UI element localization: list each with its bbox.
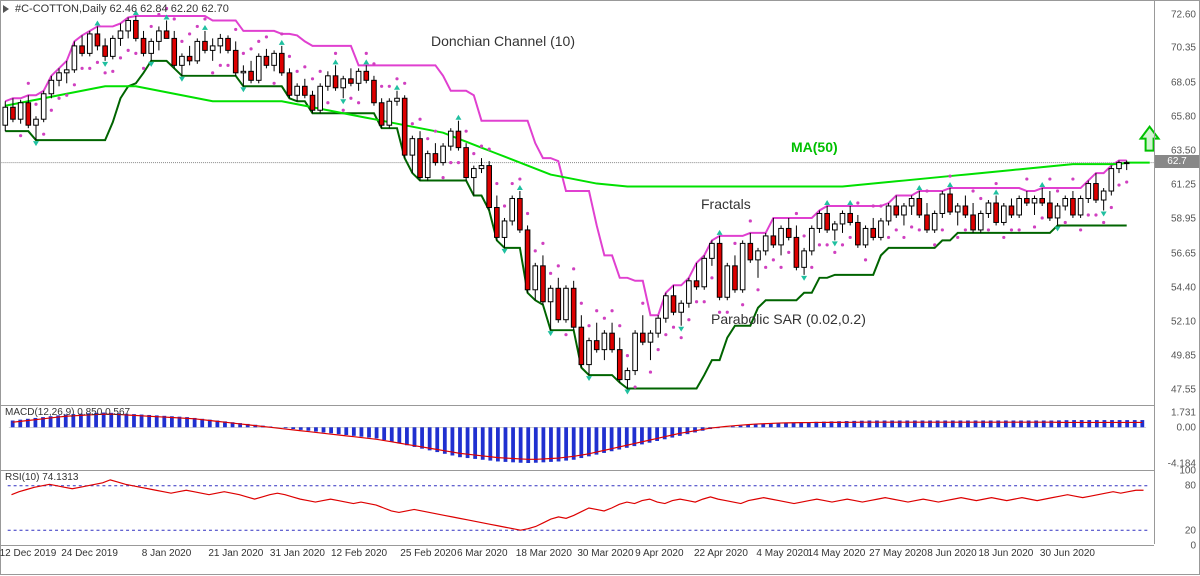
last-price-badge: 62.7 [1155,155,1199,168]
chart-container: #C-COTTON,Daily 62.46 62.84 62.20 62.70 … [0,0,1200,575]
macd-v1: 0.850 [77,407,102,418]
timeframe: Daily [82,3,106,15]
y-axis: 72.6070.3568.0565.8063.5061.2558.9556.65… [1154,1,1199,544]
psar-label: Parabolic SAR (0.02,0.2) [711,311,866,327]
macd-chart-svg [1,406,1154,470]
price-panel[interactable]: #C-COTTON,Daily 62.46 62.84 62.20 62.70 … [1,1,1154,406]
rsi-panel[interactable]: RSI(10) 74.1313 [1,471,1154,546]
ohlc-c: 62.70 [201,3,229,15]
ma50-label: MA(50) [791,139,838,155]
ohlc-o: 62.46 [110,3,138,15]
donchian-label: Donchian Channel (10) [431,33,575,49]
macd-name: MACD(12,26,9) [5,407,74,418]
macd-title: MACD(12,26,9) 0.850 0.567 [5,407,130,418]
macd-panel[interactable]: MACD(12,26,9) 0.850 0.567 [1,406,1154,471]
fractals-label: Fractals [701,196,751,212]
rsi-chart-svg [1,471,1154,545]
rsi-title: RSI(10) 74.1313 [5,472,78,483]
chart-title: #C-COTTON,Daily 62.46 62.84 62.20 62.70 [15,3,229,15]
x-axis: 12 Dec 201924 Dec 20198 Jan 202021 Jan 2… [1,546,1154,576]
symbol: #C-COTTON [15,3,79,15]
rsi-name: RSI(10) [5,472,39,483]
price-chart-svg [1,1,1154,405]
rsi-v: 74.1313 [42,472,78,483]
ohlc-l: 62.20 [171,3,199,15]
macd-v2: 0.567 [105,407,130,418]
ohlc-h: 62.84 [140,3,168,15]
